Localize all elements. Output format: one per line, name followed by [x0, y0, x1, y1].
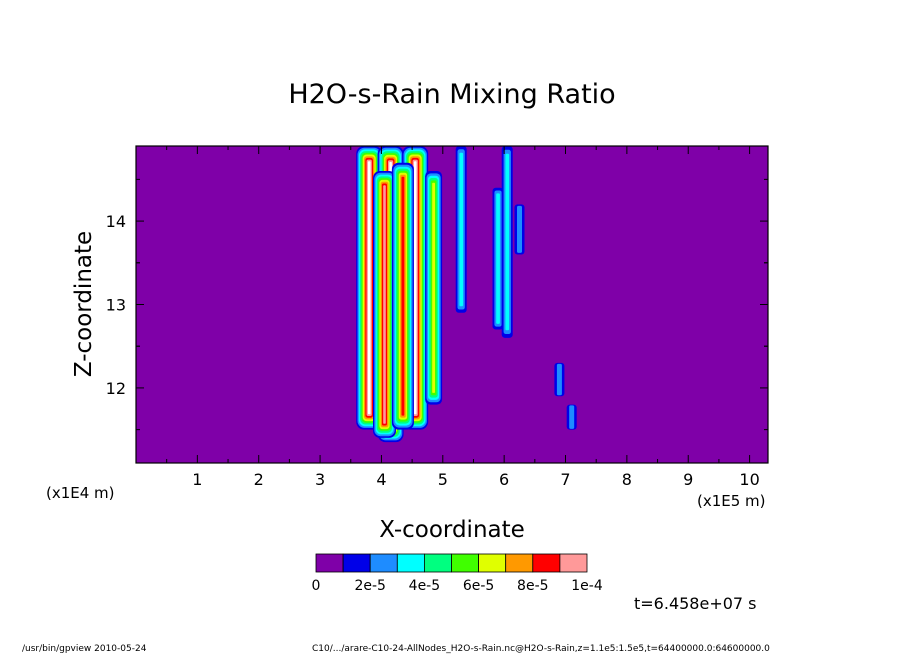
x-tick-label: 8	[622, 470, 632, 489]
contour-band	[367, 161, 371, 415]
colorbar-swatch	[532, 553, 561, 573]
x-tick-label: 7	[560, 470, 570, 489]
x-tick-label: 1	[192, 470, 202, 489]
footer-left: /usr/bin/gpview 2010-05-24	[22, 644, 147, 654]
contour-band	[496, 193, 500, 324]
y-axis-label: Z-coordinate	[71, 231, 97, 377]
rain-feature	[455, 146, 467, 313]
colorbar-label: 1e-4	[571, 578, 603, 594]
x-tick-label: 9	[683, 470, 693, 489]
x-tick-label: 10	[739, 470, 759, 489]
plot-background	[136, 146, 768, 463]
x-tick-label: 2	[254, 470, 264, 489]
footer-right: C10/.../arare-C10-24-AllNodes_H2O-s-Rain…	[312, 644, 770, 654]
colorbar-label: 4e-5	[409, 578, 440, 594]
rain-feature	[566, 404, 577, 430]
colorbar-swatch	[451, 553, 480, 573]
contour-band	[459, 152, 464, 307]
colorbar-label: 8e-5	[517, 578, 548, 594]
contour-band	[556, 363, 562, 396]
contour-band	[569, 405, 575, 429]
x-tick-label: 3	[315, 470, 325, 489]
y-tick-label: 13	[106, 296, 126, 315]
time-label: t=6.458e+07 s	[634, 594, 757, 613]
contour-band	[383, 185, 386, 424]
y-axis-ticks: 12 13 14	[106, 178, 768, 431]
colorbar-swatch	[369, 553, 398, 573]
rain-feature	[356, 146, 383, 430]
colorbar-labels: 0 2e-5 4e-5 6e-5 8e-5 1e-4	[312, 578, 603, 594]
contour-band	[432, 182, 435, 393]
rain-feature	[501, 146, 513, 338]
rain-feature	[391, 162, 414, 430]
rain-feature	[514, 204, 525, 255]
colorbar-swatch	[505, 553, 534, 573]
rain-feature	[492, 187, 504, 330]
x-scale-note: (x1E5 m)	[697, 492, 766, 510]
colorbar-swatch	[342, 553, 371, 573]
colorbar-swatch	[315, 553, 344, 573]
colorbar-swatch	[559, 553, 588, 573]
chart-title: H2O-s-Rain Mixing Ratio	[288, 79, 615, 110]
colorbar-label: 2e-5	[354, 578, 385, 594]
x-axis-ticks: 1 2 3 4 5 6 7 8 9 10	[166, 146, 760, 489]
contour-band	[505, 153, 510, 331]
contour-features	[356, 146, 577, 443]
colorbar-swatch	[423, 553, 452, 573]
contour-band	[413, 161, 417, 415]
x-tick-label: 4	[376, 470, 386, 489]
contour-band	[401, 176, 405, 416]
rain-feature	[425, 171, 443, 405]
rain-feature	[554, 362, 565, 397]
y-tick-label: 12	[106, 379, 126, 398]
x-tick-label: 6	[499, 470, 509, 489]
colorbar-label: 0	[312, 578, 321, 594]
colorbar-label: 6e-5	[463, 578, 494, 594]
contour-band	[517, 205, 522, 253]
rain-feature	[373, 171, 396, 438]
colorbar	[315, 553, 588, 573]
y-scale-note: (x1E4 m)	[46, 484, 115, 502]
x-tick-label: 5	[438, 470, 448, 489]
x-axis-label: X-coordinate	[379, 517, 525, 543]
colorbar-swatch	[478, 553, 507, 573]
y-tick-label: 14	[106, 212, 126, 231]
colorbar-swatch	[396, 553, 425, 573]
